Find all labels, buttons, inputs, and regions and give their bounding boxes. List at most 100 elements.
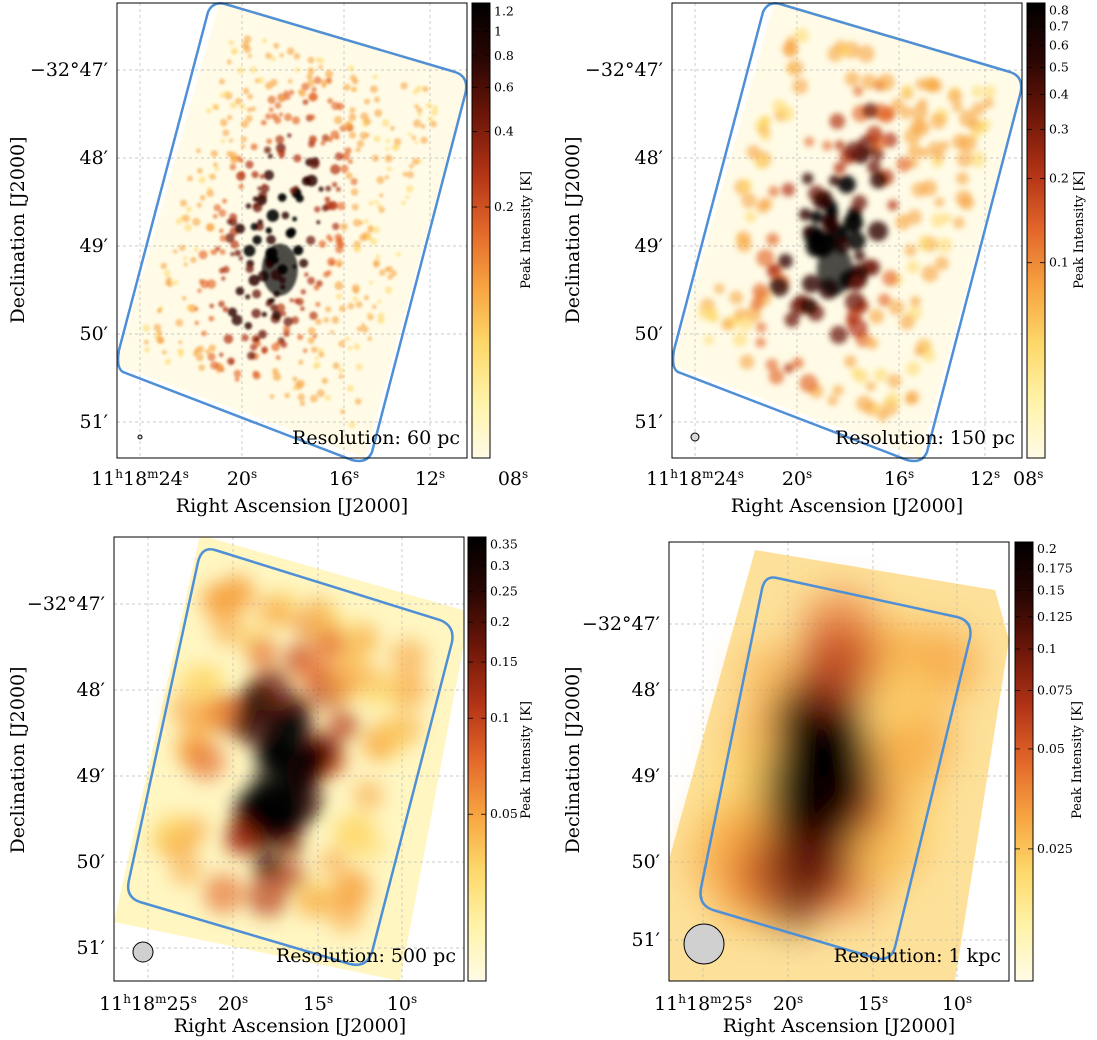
colorbar-ticks: 0.8 0.7 0.6 0.5 0.4 0.3 0.2 0.1: [1027, 2, 1069, 270]
emission-blob: [233, 705, 274, 746]
plot-frame: [671, 2, 1023, 459]
x-tick-unit-m: m: [710, 992, 722, 1006]
x-axis-label: Right Ascension [J2000]: [723, 1015, 955, 1037]
emission-blob: [370, 237, 378, 245]
emission-blob: [325, 77, 332, 84]
emission-blob: [306, 73, 313, 80]
emission-blob: [208, 315, 215, 322]
emission-blob: [219, 118, 228, 127]
colorbar-tick-label: 1.2: [494, 4, 514, 19]
emission-blob: [223, 90, 230, 97]
resolution-label: Resolution: 60 pc: [292, 427, 460, 449]
emission-blob: [265, 52, 272, 59]
emission-blob: [376, 176, 385, 185]
emission-blob: [934, 256, 949, 271]
emission-blob: [804, 136, 815, 147]
emission-blob: [287, 78, 293, 84]
emission-blob: [211, 612, 246, 647]
emission-blob: [312, 333, 318, 339]
emission-blob: [799, 374, 818, 393]
emission-blob: [237, 67, 244, 75]
emission-blob: [391, 270, 397, 277]
emission-blob: [760, 197, 773, 210]
emission-blob: [783, 363, 794, 374]
emission-blob: [931, 157, 943, 169]
emission-blob: [318, 847, 348, 877]
emission-blob: [393, 144, 400, 151]
colorbar-tick-label: 0.2: [494, 199, 514, 214]
emission-blob: [261, 346, 268, 354]
emission-blob: [215, 246, 221, 252]
emission-blob: [326, 672, 359, 705]
emission-blob: [241, 41, 250, 49]
x-tick-label-minutes: 18: [686, 993, 710, 1015]
emission-peak: [816, 243, 853, 296]
emission-blob: [781, 182, 796, 197]
x-tick-label-seconds: 25: [722, 993, 746, 1015]
emission-blob: [260, 119, 267, 126]
emission-blob: [344, 810, 376, 843]
emission-blob: [219, 78, 225, 85]
colorbar-tick-label: 0.125: [1037, 609, 1073, 624]
emission-blob: [338, 374, 344, 379]
emission-blob: [240, 120, 249, 128]
emission-blob: [299, 400, 306, 407]
emission-blob: [412, 158, 420, 165]
x-tick-unit-m: m: [155, 992, 167, 1006]
emission-blob: [353, 218, 361, 227]
x-tick-unit-s: s: [908, 467, 914, 481]
emission-blob: [732, 332, 748, 347]
emission-map: [686, 589, 981, 931]
emission-blob: [239, 103, 246, 110]
emission-blob: [332, 222, 340, 231]
emission-blob: [245, 115, 253, 123]
colorbar-tick-label: 0.6: [494, 79, 514, 94]
emission-blob: [194, 320, 199, 326]
emission-blob: [801, 297, 818, 315]
emission-blob: [257, 219, 264, 225]
emission-blob: [921, 341, 932, 352]
emission-blob: [921, 348, 936, 363]
emission-blob: [367, 336, 373, 342]
emission-blob: [257, 186, 262, 191]
emission-blob: [369, 280, 374, 285]
emission-blob: [755, 322, 767, 333]
emission-blob: [183, 256, 188, 261]
emission-blob: [347, 159, 353, 164]
colorbar-tick-label: 0.15: [490, 654, 518, 669]
emission-blob: [364, 233, 373, 241]
emission-blob: [333, 867, 372, 905]
emission-blob: [160, 262, 168, 270]
emission-blob: [396, 251, 402, 257]
emission-blob: [250, 222, 259, 231]
emission-blob: [353, 343, 361, 351]
emission-blob: [321, 83, 327, 89]
emission-blob: [272, 367, 279, 375]
x-axis-label: Right Ascension [J2000]: [174, 1015, 406, 1037]
colorbar-tick-label: 0.4: [1049, 86, 1069, 101]
emission-blob: [309, 114, 316, 121]
emission-blob: [921, 265, 939, 283]
x-tick-labels: 11h18m24s 20s 16s 12s 08s: [91, 467, 528, 490]
x-tick-unit-s: s: [966, 992, 972, 1006]
emission-blob: [744, 211, 757, 223]
y-tick-label: −32°47′: [585, 59, 663, 81]
emission-blob: [352, 287, 360, 294]
emission-blob: [251, 308, 261, 319]
emission-blob: [768, 264, 780, 275]
emission-blob: [222, 265, 230, 274]
emission-blob: [363, 98, 371, 105]
survey-footprint: [671, 2, 1023, 463]
emission-blob: [385, 138, 391, 143]
emission-blob: [280, 341, 288, 348]
emission-blob: [242, 87, 250, 95]
resolution-label: Resolution: 1 kpc: [834, 945, 1001, 967]
emission-blob: [230, 252, 235, 257]
emission-blob: [196, 148, 201, 154]
emission-blob: [276, 340, 281, 346]
emission-blob: [843, 212, 864, 233]
emission-blob: [326, 270, 332, 276]
emission-blob: [768, 185, 780, 198]
emission-blob: [246, 107, 252, 113]
emission-blob: [375, 254, 381, 260]
